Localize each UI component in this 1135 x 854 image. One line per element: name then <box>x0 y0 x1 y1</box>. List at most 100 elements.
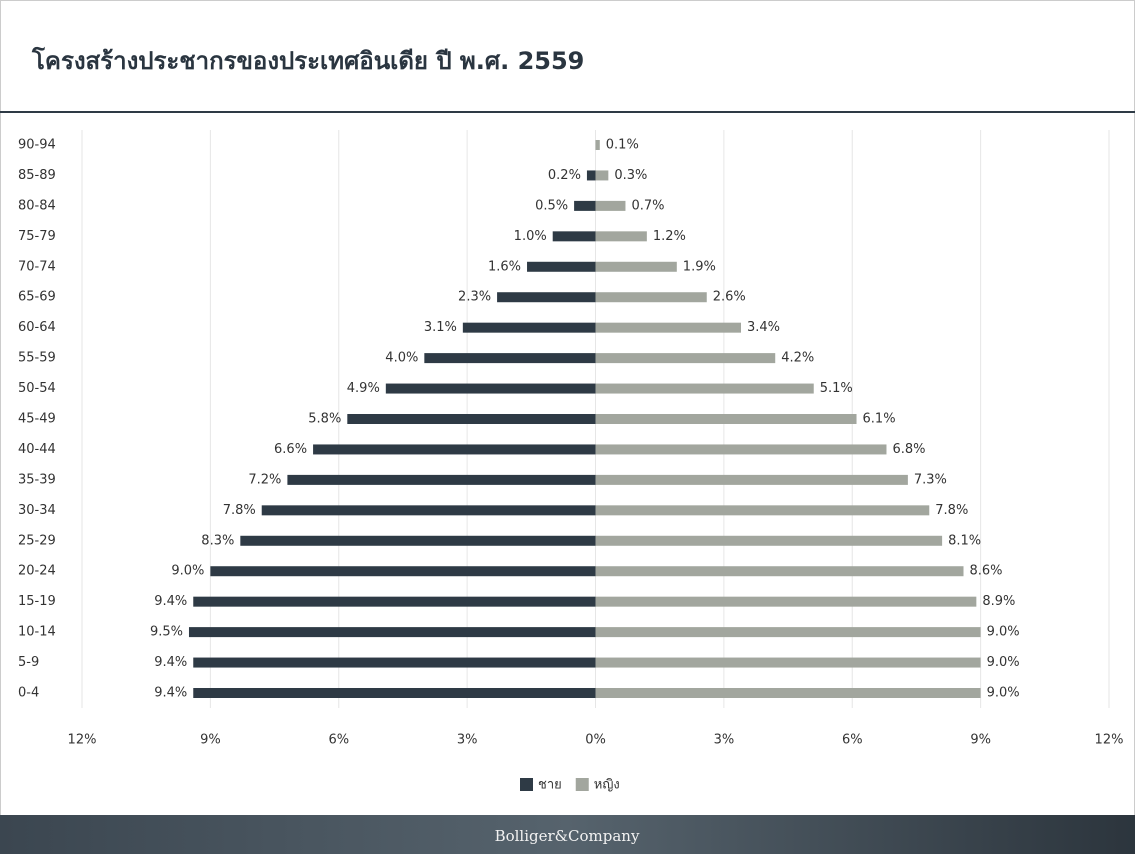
bar <box>193 688 596 698</box>
category-label: 25-29 <box>18 533 56 548</box>
category-label: 45-49 <box>18 412 56 427</box>
bar <box>424 353 596 364</box>
value-label: 1.0% <box>514 229 547 244</box>
bar <box>595 688 981 698</box>
x-tick-label: 12% <box>68 733 97 748</box>
bar <box>552 231 596 242</box>
value-label: 0.5% <box>535 198 568 213</box>
category-label: 0-4 <box>18 686 39 701</box>
bar <box>595 383 814 394</box>
value-label: 7.8% <box>935 503 968 518</box>
x-tick-label: 6% <box>328 733 349 748</box>
category-label: 90-94 <box>18 138 56 153</box>
x-tick-label: 9% <box>200 733 221 748</box>
x-tick-label: 6% <box>842 733 863 748</box>
bar <box>574 200 596 211</box>
value-label: 4.0% <box>385 351 418 366</box>
value-label: 9.0% <box>987 625 1020 640</box>
category-label: 55-59 <box>18 351 56 366</box>
x-tick-label: 0% <box>585 733 606 748</box>
value-label: 7.3% <box>914 472 947 487</box>
value-label: 0.7% <box>631 198 664 213</box>
category-label: 70-74 <box>18 259 56 274</box>
bar <box>595 322 741 333</box>
x-tick-label: 9% <box>970 733 991 748</box>
legend-label: ชาย <box>538 778 562 793</box>
category-label: 5-9 <box>18 655 39 670</box>
footer-brand: Bolliger&Company <box>495 827 640 845</box>
value-label: 0.3% <box>614 168 647 183</box>
legend-label: หญิง <box>594 778 620 793</box>
value-label: 5.8% <box>308 412 341 427</box>
bar <box>261 505 596 516</box>
value-label: 1.2% <box>653 229 686 244</box>
category-label: 10-14 <box>18 625 56 640</box>
value-label: 0.2% <box>548 168 581 183</box>
bar <box>313 444 596 455</box>
value-label: 3.1% <box>424 320 457 335</box>
bar <box>462 322 596 333</box>
chart-title: โครงสร้างประชากรของประเทศอินเดีย ปี พ.ศ.… <box>31 46 584 75</box>
value-label: 8.3% <box>201 533 234 548</box>
category-label: 80-84 <box>18 198 56 213</box>
bar <box>385 383 596 394</box>
value-label: 4.9% <box>347 381 380 396</box>
value-label: 1.9% <box>683 259 716 274</box>
category-label: 30-34 <box>18 503 56 518</box>
bar <box>347 414 596 424</box>
value-label: 3.4% <box>747 320 780 335</box>
value-label: 0.1% <box>606 138 639 153</box>
value-label: 1.6% <box>488 259 521 274</box>
value-label: 2.6% <box>713 290 746 305</box>
bar <box>595 627 981 638</box>
bar <box>595 596 977 607</box>
bar <box>188 627 596 638</box>
bar <box>595 657 981 668</box>
value-label: 6.1% <box>863 412 896 427</box>
value-label: 4.2% <box>781 351 814 366</box>
value-label: 8.6% <box>970 564 1003 579</box>
value-label: 5.1% <box>820 381 853 396</box>
category-label: 50-54 <box>18 381 56 396</box>
bar <box>595 140 600 150</box>
category-label: 65-69 <box>18 290 56 305</box>
bar <box>497 292 596 303</box>
value-label: 8.9% <box>982 594 1015 609</box>
bar <box>595 474 908 485</box>
value-label: 6.6% <box>274 442 307 457</box>
bar <box>595 414 857 424</box>
category-label: 60-64 <box>18 320 56 335</box>
legend-swatch <box>520 778 533 791</box>
value-label: 9.4% <box>154 594 187 609</box>
bar <box>595 170 609 181</box>
bar <box>240 535 596 546</box>
x-tick-label: 3% <box>457 733 478 748</box>
bar <box>287 474 596 485</box>
bar <box>595 353 776 364</box>
value-label: 9.0% <box>987 655 1020 670</box>
bar <box>193 596 596 607</box>
value-label: 6.8% <box>892 442 925 457</box>
bar <box>595 292 707 303</box>
x-tick-label: 12% <box>1095 733 1124 748</box>
category-label: 85-89 <box>18 168 56 183</box>
bar <box>595 200 626 211</box>
bar <box>595 261 677 272</box>
bar <box>193 657 596 668</box>
x-tick-label: 3% <box>714 733 735 748</box>
value-label: 9.0% <box>987 686 1020 701</box>
bar <box>595 505 930 516</box>
value-label: 9.0% <box>171 564 204 579</box>
value-label: 9.4% <box>154 655 187 670</box>
category-label: 35-39 <box>18 472 56 487</box>
value-label: 9.5% <box>150 625 183 640</box>
bar <box>595 444 887 455</box>
bar <box>586 170 596 181</box>
category-label: 15-19 <box>18 594 56 609</box>
category-label: 40-44 <box>18 442 56 457</box>
bar <box>595 231 647 242</box>
bar <box>527 261 596 272</box>
bar <box>595 535 943 546</box>
